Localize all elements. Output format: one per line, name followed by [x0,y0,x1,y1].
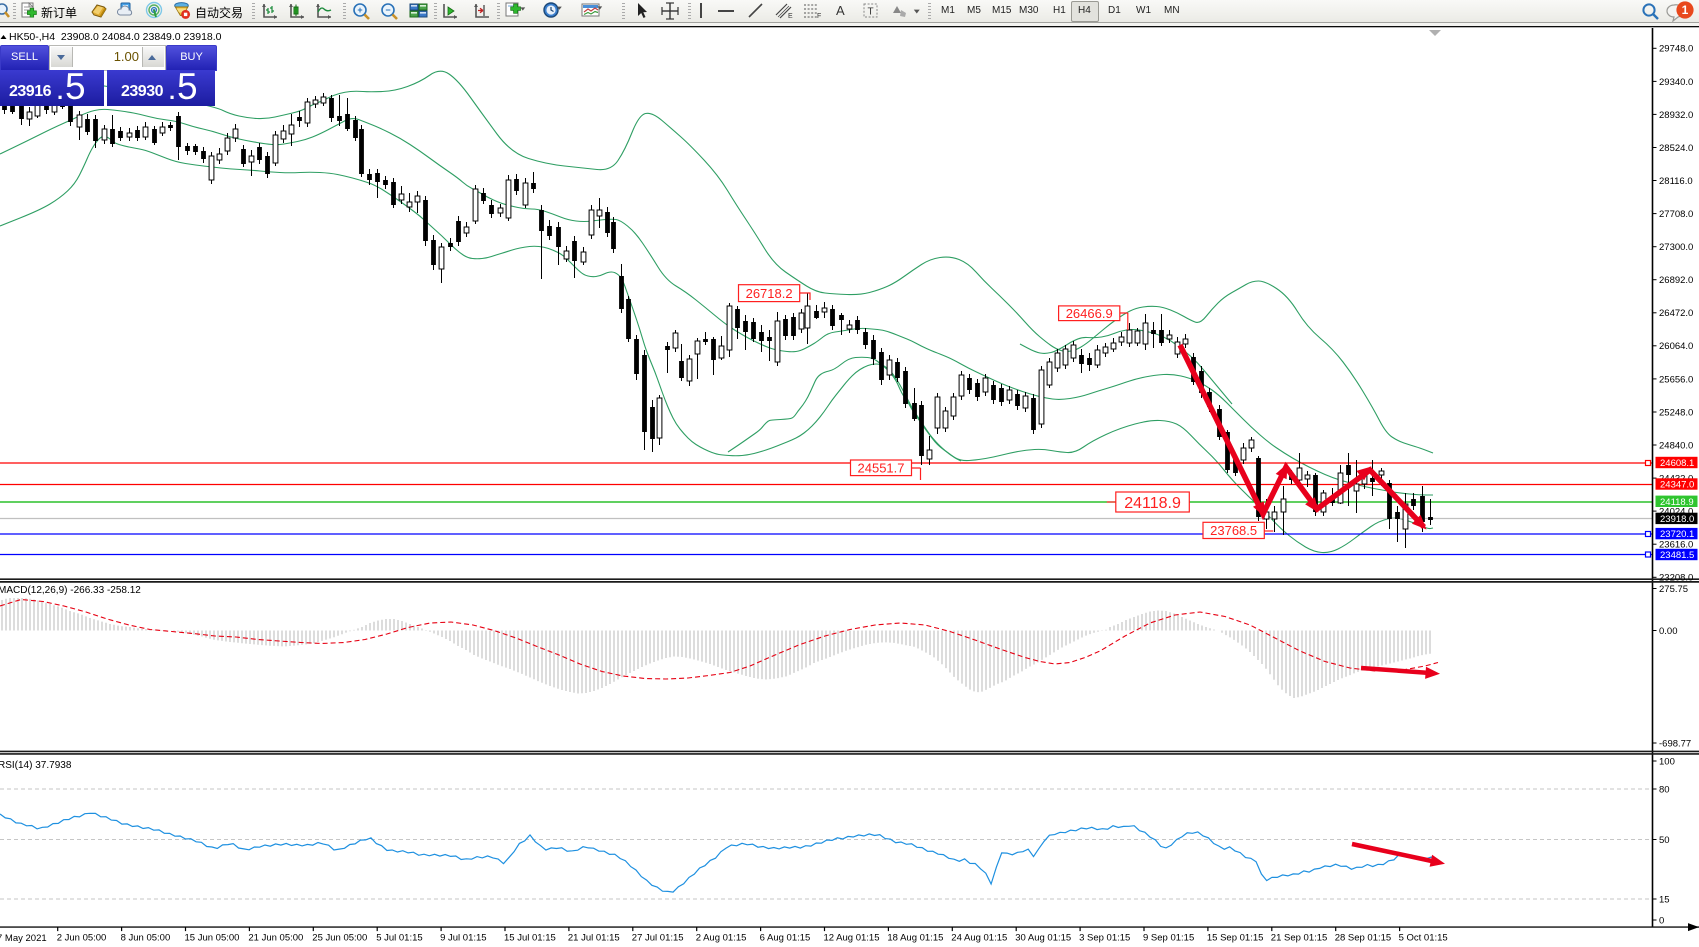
svg-text:26466.9: 26466.9 [1066,306,1113,321]
svg-text:24608.1: 24608.1 [1660,458,1694,469]
svg-text:RSI(14) 37.7938: RSI(14) 37.7938 [0,760,72,771]
svg-text:−: − [385,5,390,15]
svg-text:27708.0: 27708.0 [1659,209,1693,220]
svg-text:F: F [817,13,821,20]
svg-text:29748.0: 29748.0 [1659,44,1693,55]
svg-text:E: E [788,13,793,20]
svg-text:24840.0: 24840.0 [1659,440,1693,451]
svg-text:2 Jun 05:00: 2 Jun 05:00 [57,933,107,944]
svg-text:2 Aug 01:15: 2 Aug 01:15 [696,933,747,944]
svg-text:50: 50 [1659,835,1670,846]
svg-text:28116.0: 28116.0 [1659,176,1693,187]
svg-text:28 Sep 01:15: 28 Sep 01:15 [1335,933,1392,944]
svg-text:1: 1 [1682,3,1689,17]
svg-text:23768.5: 23768.5 [1210,523,1257,538]
svg-text:275.75: 275.75 [1659,584,1688,595]
svg-text:26064.0: 26064.0 [1659,341,1693,352]
svg-text:15 Jul 01:15: 15 Jul 01:15 [504,933,556,944]
svg-text:24551.7: 24551.7 [858,460,905,475]
svg-text:23208.0: 23208.0 [1659,573,1693,584]
svg-text:0: 0 [1659,915,1664,926]
svg-text:24 Aug 01:15: 24 Aug 01:15 [951,933,1007,944]
svg-text:HK50-,H4 23908.0 24084.0 2384: HK50-,H4 23908.0 24084.0 23849.0 23918.0 [9,31,222,43]
svg-text:24347.0: 24347.0 [1660,480,1694,491]
svg-text:25656.0: 25656.0 [1659,374,1693,385]
svg-text:27300.0: 27300.0 [1659,242,1693,253]
svg-text:23616.0: 23616.0 [1659,540,1693,551]
svg-text:27 Jul 01:15: 27 Jul 01:15 [632,933,684,944]
svg-text:T: T [867,7,873,18]
svg-text:8 Jun 05:00: 8 Jun 05:00 [121,933,171,944]
svg-text:9 Jul 01:15: 9 Jul 01:15 [440,933,486,944]
svg-text:12 Aug 01:15: 12 Aug 01:15 [824,933,880,944]
svg-text:5 Jul 01:15: 5 Jul 01:15 [376,933,422,944]
svg-text:9 Sep 01:15: 9 Sep 01:15 [1143,933,1194,944]
svg-text:3 Sep 01:15: 3 Sep 01:15 [1079,933,1130,944]
svg-text:100: 100 [1659,756,1675,767]
svg-text:15 Sep 01:15: 15 Sep 01:15 [1207,933,1264,944]
svg-text:+: + [357,5,362,15]
svg-text:15 Jun 05:00: 15 Jun 05:00 [185,933,240,944]
svg-text:24024.0: 24024.0 [1659,507,1693,518]
svg-text:21 Jul 01:15: 21 Jul 01:15 [568,933,620,944]
svg-text:25248.0: 25248.0 [1659,407,1693,418]
svg-text:21 Jun 05:00: 21 Jun 05:00 [248,933,303,944]
svg-text:23481.5: 23481.5 [1660,550,1694,561]
svg-text:30 Aug 01:15: 30 Aug 01:15 [1015,933,1071,944]
svg-text:5 Oct 01:15: 5 Oct 01:15 [1399,933,1448,944]
svg-text:23918.0: 23918.0 [1660,514,1694,525]
svg-text:MACD(12,26,9) -266.33 -258.12: MACD(12,26,9) -266.33 -258.12 [0,585,141,596]
svg-text:15: 15 [1659,894,1670,905]
svg-text:26892.0: 26892.0 [1659,275,1693,286]
svg-text:6 Aug 01:15: 6 Aug 01:15 [760,933,811,944]
svg-text:25 Jun 05:00: 25 Jun 05:00 [312,933,367,944]
svg-text:23720.1: 23720.1 [1660,529,1694,540]
svg-text:-698.77: -698.77 [1659,738,1691,749]
svg-text:28932.0: 28932.0 [1659,110,1693,121]
svg-text:26718.2: 26718.2 [746,286,793,301]
svg-text:29340.0: 29340.0 [1659,77,1693,88]
svg-text:24118.9: 24118.9 [1124,495,1181,512]
svg-text:24118.9: 24118.9 [1660,497,1694,508]
svg-text:21 Sep 01:15: 21 Sep 01:15 [1271,933,1328,944]
svg-text:7 May 2021: 7 May 2021 [0,933,47,944]
svg-text:0.00: 0.00 [1659,626,1678,637]
svg-text:26472.0: 26472.0 [1659,308,1693,319]
svg-text:80: 80 [1659,784,1670,795]
svg-text:18 Aug 01:15: 18 Aug 01:15 [887,933,943,944]
svg-text:28524.0: 28524.0 [1659,143,1693,154]
